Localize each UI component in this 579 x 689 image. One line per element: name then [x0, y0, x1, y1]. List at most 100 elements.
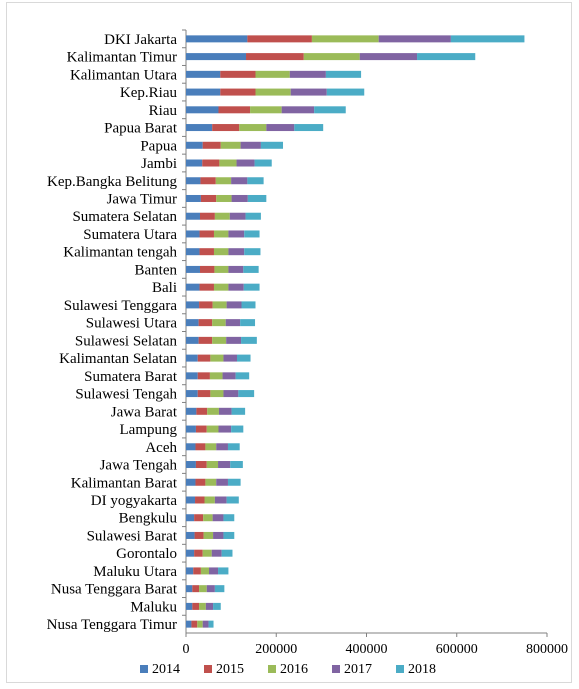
category-label: Sulawesi Tenggara	[64, 298, 178, 314]
bar-segment-2016	[219, 159, 237, 167]
category-label: DKI Jakarta	[104, 32, 177, 48]
bar-segment-2018	[294, 124, 324, 132]
x-tick-label: 400000	[346, 642, 388, 657]
bar-segment-2018	[260, 141, 284, 149]
bar-segment-2017	[205, 602, 214, 610]
bar-segment-2017	[289, 70, 326, 78]
bar-segment-2018	[218, 567, 229, 575]
bar-segment-2014	[186, 212, 200, 220]
category-label: Kep.Riau	[120, 85, 178, 101]
bar-segment-2014	[186, 514, 195, 522]
bar-segment-2015	[195, 478, 206, 486]
bar-segment-2014	[186, 354, 198, 362]
bar-segment-2014	[186, 124, 213, 132]
category-label: Kep.Bangka Belitung	[47, 174, 177, 190]
bar-segment-2014	[186, 620, 192, 628]
bar-segment-2015	[212, 124, 240, 132]
bar-segment-2016	[206, 461, 219, 469]
bar-segment-2014	[186, 35, 248, 43]
bar-segment-2015	[202, 159, 220, 167]
category-label: Sumatera Utara	[83, 227, 177, 243]
bar-segment-2017	[226, 301, 242, 309]
bar-segment-2015	[195, 425, 207, 433]
bar-segment-2014	[186, 443, 196, 451]
bar-segment-2018	[236, 354, 251, 362]
bar-segment-2017	[378, 35, 451, 43]
bar-segment-2014	[186, 390, 198, 398]
bar-segment-2015	[220, 88, 256, 96]
category-label: Maluku	[130, 599, 177, 615]
bar-segment-2018	[325, 70, 362, 78]
bar-segment-2016	[210, 390, 224, 398]
bar-segment-2014	[186, 177, 201, 185]
category-label: Kalimantan Barat	[71, 475, 178, 491]
bar-segment-2015	[199, 212, 215, 220]
bar-segment-2016	[212, 336, 227, 344]
x-tick-label: 800000	[526, 642, 568, 657]
x-tick-label: 0	[183, 642, 190, 657]
bar-segment-2015	[191, 620, 198, 628]
category-label: Jawa Timur	[107, 191, 177, 207]
bar-segment-2018	[244, 248, 261, 256]
bar-segment-2016	[200, 567, 210, 575]
bar-segment-2017	[218, 407, 232, 415]
bar-segment-2014	[186, 478, 196, 486]
category-label: Jambi	[141, 156, 177, 172]
bar-segment-2016	[255, 70, 290, 78]
category-label: Sumatera Selatan	[72, 209, 177, 225]
legend-label-2018: 2018	[408, 662, 436, 677]
bar-segment-2017	[359, 53, 418, 61]
bar-segment-2017	[281, 106, 315, 114]
bar-segment-2016	[216, 194, 232, 202]
category-label: DI yogyakarta	[91, 493, 178, 509]
category-label: Kalimantan Selatan	[59, 351, 177, 367]
bar-segment-2017	[206, 585, 215, 593]
legend-swatch-2018	[396, 665, 404, 673]
bar-segment-2014	[186, 194, 201, 202]
bar-segment-2017	[236, 159, 255, 167]
bar-segment-2017	[226, 336, 242, 344]
bar-segment-2014	[186, 549, 195, 557]
bar-segment-2016	[202, 549, 212, 557]
bar-segment-2018	[223, 514, 235, 522]
bar-segment-2014	[186, 319, 199, 327]
category-label: Gorontalo	[116, 546, 177, 562]
bar-segment-2017	[216, 478, 228, 486]
bar-segment-2016	[203, 514, 213, 522]
bar-segment-2014	[186, 70, 221, 78]
bar-segment-2016	[205, 443, 217, 451]
bar-segment-2018	[326, 88, 365, 96]
category-label: Sulawesi Selatan	[75, 333, 178, 349]
bar-segment-2014	[186, 372, 198, 380]
category-label: Banten	[135, 262, 178, 278]
bar-segment-2018	[231, 425, 244, 433]
bar-segment-2014	[186, 283, 200, 291]
category-label: Sulawesi Barat	[87, 528, 178, 544]
bar-segment-2015	[195, 443, 206, 451]
category-label: Bali	[152, 280, 177, 296]
bar-segment-2018	[231, 407, 246, 415]
bar-segment-2014	[186, 461, 196, 469]
bar-segment-2017	[228, 230, 245, 238]
bar-segment-2015	[198, 336, 213, 344]
bar-segment-2015	[197, 354, 211, 362]
bar-segment-2017	[202, 620, 209, 628]
legend-label-2014: 2014	[152, 662, 180, 677]
legend-swatch-2015	[204, 665, 212, 673]
bar-segment-2014	[186, 301, 200, 309]
category-label: Jawa Barat	[111, 404, 178, 420]
bar-segment-2015	[195, 461, 207, 469]
bar-segment-2016	[250, 106, 282, 114]
category-label: Papua Barat	[104, 121, 178, 137]
bar-segment-2015	[192, 585, 200, 593]
bar-segment-2016	[212, 319, 226, 327]
bar-segment-2017	[225, 319, 241, 327]
bar-segment-2016	[204, 496, 215, 504]
bar-segment-2014	[186, 531, 195, 539]
bar-segment-2017	[212, 514, 224, 522]
bar-segment-2014	[186, 567, 194, 575]
x-tick-label: 600000	[436, 642, 478, 657]
bar-segment-2015	[247, 35, 312, 43]
bar-segment-2015	[199, 230, 214, 238]
bar-segment-2016	[199, 602, 206, 610]
